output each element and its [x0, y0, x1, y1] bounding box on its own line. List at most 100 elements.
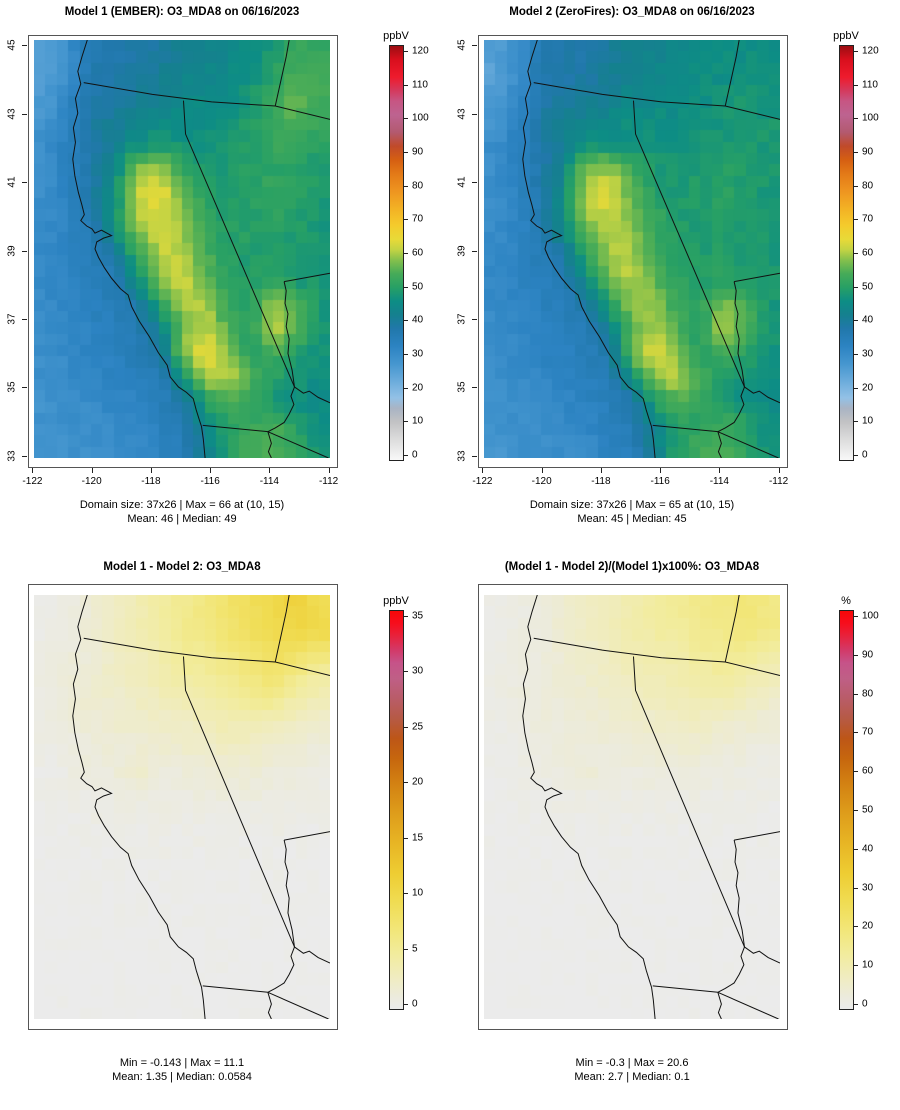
colorbar-tick-label: 100 [412, 112, 429, 124]
y-axis-tick-label: 43 [6, 108, 18, 120]
colorbar-tick-mark [853, 253, 858, 254]
colorbar-unit-label: % [841, 595, 851, 607]
oregon-idaho-border-line [725, 40, 739, 106]
colorbar-tick-label: 30 [412, 348, 424, 360]
x-axis-tick-mark [210, 468, 212, 473]
x-axis-tick-mark [32, 468, 34, 473]
colorado-river-california-arizona-line [718, 387, 745, 432]
colorbar-tick-label: 50 [412, 281, 424, 293]
colorbar-tick-mark [853, 965, 858, 967]
colorbar-tick-mark [403, 782, 408, 784]
colorbar-tick-label: 10 [862, 415, 874, 427]
utah-arizona-border-37n-line [284, 273, 330, 281]
y-axis-tick-mark [22, 455, 27, 457]
colorbar-tick-label: 120 [862, 45, 879, 57]
colorbar-tick-label: 30 [862, 348, 874, 360]
colorbar-tick-mark [853, 219, 858, 221]
colorado-river-delta-line [268, 992, 272, 1019]
x-axis-tick-mark [482, 468, 484, 473]
panel-title: (Model 1 - Model 2)/(Model 1)x100%: O3_M… [504, 561, 760, 573]
colorbar-unit-label: ppbV [383, 595, 409, 607]
colorbar-tick-label: 110 [862, 79, 878, 91]
colorbar-tick-label: 110 [412, 79, 428, 91]
mexico-border-line [653, 425, 718, 431]
colorbar-tick-label: 30 [862, 882, 874, 894]
colorbar-tick-mark [853, 84, 858, 86]
stats-caption-line1: Min = -0.3 | Max = 20.6 [575, 1057, 689, 1069]
colorbar-tick-label: 70 [862, 213, 874, 225]
y-axis-tick-mark [22, 250, 27, 252]
colorbar-tick-mark [853, 887, 858, 889]
colorbar-tick-label: 0 [412, 998, 418, 1010]
y-axis-tick-mark [472, 182, 477, 184]
colorado-river-california-arizona-line [718, 947, 745, 992]
x-axis-tick-label: -122 [472, 476, 493, 487]
colorbar-tick-mark [853, 848, 858, 850]
panel-title: Model 1 - Model 2: O3_MDA8 [103, 561, 261, 573]
stats-caption-line1: Domain size: 37x26 | Max = 65 at (10, 15… [529, 499, 735, 511]
colorbar-tick-label: 15 [412, 832, 424, 844]
california-nevada-border-line [183, 101, 294, 387]
colorbar-tick-label: 25 [412, 721, 424, 733]
y-axis-tick-mark [472, 250, 477, 252]
colorbar-tick-label: 20 [412, 776, 424, 788]
colorbar-tick-label: 50 [862, 281, 874, 293]
colorbar-tick-label: 60 [412, 247, 424, 259]
colorbar-tick-label: 10 [412, 415, 424, 427]
state-boundaries [34, 40, 330, 458]
arizona-mexico-border-line [718, 992, 779, 1019]
colorbar-tick-label: 5 [412, 943, 418, 955]
colorbar-gradient [389, 610, 404, 1010]
colorbar-tick-mark [853, 286, 858, 288]
mexico-border-line [653, 986, 718, 992]
colorbar-tick-mark [853, 455, 858, 456]
panel-title: Model 1 (EMBER): O3_MDA8 on 06/16/2023 [64, 6, 300, 18]
colorbar-tick-label: 100 [862, 112, 879, 124]
y-axis-tick-label: 35 [456, 381, 468, 393]
y-axis-tick-label: 41 [456, 176, 468, 188]
x-axis-tick-mark [660, 468, 662, 473]
colorado-river-delta-line [718, 992, 722, 1019]
colorbar-tick-label: 70 [862, 726, 874, 738]
map-raster [34, 595, 330, 1019]
coastline-line [73, 595, 205, 1019]
colorbar-tick-mark [403, 671, 408, 673]
y-axis-tick-mark [472, 113, 477, 115]
colorbar-tick-label: 40 [412, 314, 424, 326]
y-axis-tick-mark [472, 387, 477, 389]
colorbar-tick-label: 20 [412, 382, 424, 394]
colorbar-tick-mark [403, 320, 408, 322]
colorbar-tick-label: 120 [412, 45, 429, 57]
colorbar-tick-mark [853, 185, 858, 187]
x-axis-tick-label: -112 [768, 476, 789, 487]
colorado-river-east-line [744, 387, 780, 403]
state-boundaries [34, 595, 330, 1019]
colorado-river-east-line [294, 387, 330, 403]
y-axis-tick-mark [22, 45, 27, 47]
x-axis-tick-label: -120 [531, 476, 552, 487]
stats-caption-line2: Mean: 46 | Median: 49 [127, 513, 237, 525]
colorbar-tick-mark [853, 616, 858, 617]
colorbar-tick-label: 80 [862, 180, 874, 192]
colorado-river-delta-line [718, 432, 722, 458]
colorbar-tick-mark [403, 948, 408, 950]
x-axis-tick-mark [778, 468, 780, 473]
colorbar-tick-mark [403, 616, 408, 617]
stats-caption-line1: Domain size: 37x26 | Max = 66 at (10, 15… [79, 499, 285, 511]
arizona-mexico-border-line [268, 432, 329, 458]
idaho-utah-border-42n-line [275, 106, 330, 119]
y-axis-tick-mark [22, 387, 27, 389]
nevada-arizona-border-line [734, 282, 744, 387]
coastline-line [523, 595, 655, 1019]
nevada-arizona-border-line [734, 840, 744, 947]
colorbar-tick-label: 50 [862, 804, 874, 816]
map-plot-area [28, 584, 338, 1030]
y-axis-tick-label: 41 [6, 176, 18, 188]
colorbar-tick-mark [403, 893, 408, 895]
colorbar-tick-label: 80 [862, 688, 874, 700]
colorbar-tick-mark [403, 185, 408, 187]
mexico-border-line [203, 425, 268, 431]
colorbar-tick-label: 60 [862, 765, 874, 777]
y-axis-tick-mark [472, 318, 477, 320]
map-raster [484, 40, 780, 458]
